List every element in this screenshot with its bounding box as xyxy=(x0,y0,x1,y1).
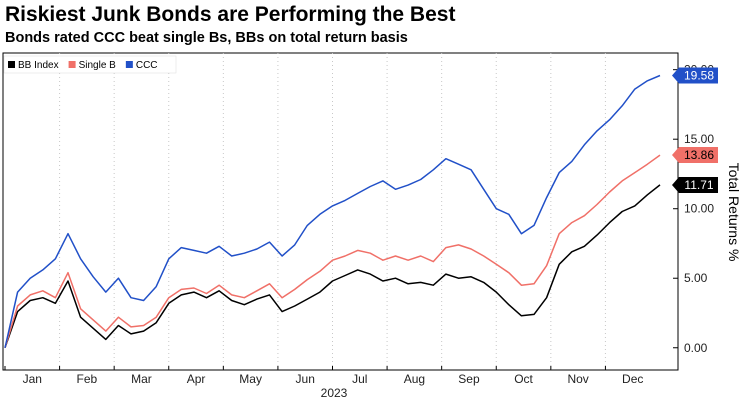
y-tick-label: 15.00 xyxy=(684,132,714,146)
y-tick-label: 5.00 xyxy=(684,271,708,285)
legend-swatch xyxy=(125,61,133,68)
legend-swatch xyxy=(68,61,76,68)
chart-title: Riskiest Junk Bonds are Performing the B… xyxy=(5,3,456,26)
plot-area xyxy=(2,52,679,371)
chart-subtitle: Bonds rated CCC beat single Bs, BBs on t… xyxy=(5,30,408,46)
legend-background xyxy=(3,55,177,74)
last-value-label: 13.86 xyxy=(684,148,714,162)
gridlines xyxy=(59,53,606,370)
legend-label: Single B xyxy=(79,60,117,71)
x-tick-label: Feb xyxy=(77,372,98,386)
last-value-label: 11.71 xyxy=(684,178,713,192)
legend-label: CCC xyxy=(136,60,158,71)
x-tick-label: Nov xyxy=(567,372,588,386)
series-line-ccc xyxy=(4,74,661,348)
x-tick-label: Oct xyxy=(514,372,533,386)
x-axis-ticks: Jan Feb Mar Apr May Jun Jul Aug Sep Oct Nov Dec xyxy=(4,366,643,386)
x-tick-label: Jan xyxy=(23,372,42,386)
legend: BB Index Single B CCC xyxy=(3,55,177,74)
last-value-badge xyxy=(672,67,718,84)
last-value-badges: 19.58 13.86 11.71 xyxy=(672,67,718,193)
x-tick-label: Mar xyxy=(131,372,152,386)
series-lines xyxy=(4,74,661,349)
y-tick-label: 10.00 xyxy=(684,202,714,216)
y-axis-title: Total Returns % xyxy=(726,163,742,262)
legend-label: BB Index xyxy=(18,60,59,71)
x-tick-label: Sep xyxy=(458,372,480,386)
last-value-badge xyxy=(672,176,718,193)
y-tick-label: 0.00 xyxy=(684,341,708,355)
x-tick-label: Aug xyxy=(404,372,425,386)
legend-swatch xyxy=(8,61,15,68)
x-axis-title: 2023 xyxy=(321,386,348,400)
x-tick-label: Jun xyxy=(296,372,315,386)
x-tick-label: Apr xyxy=(187,372,206,386)
x-tick-label: Jul xyxy=(352,372,367,386)
last-value-badge xyxy=(672,147,718,164)
last-value-label: 19.58 xyxy=(684,69,714,83)
x-tick-label: May xyxy=(239,372,262,386)
x-tick-label: Dec xyxy=(622,372,643,386)
series-line-bb-index xyxy=(4,184,661,349)
series-line-single-b xyxy=(4,154,661,349)
